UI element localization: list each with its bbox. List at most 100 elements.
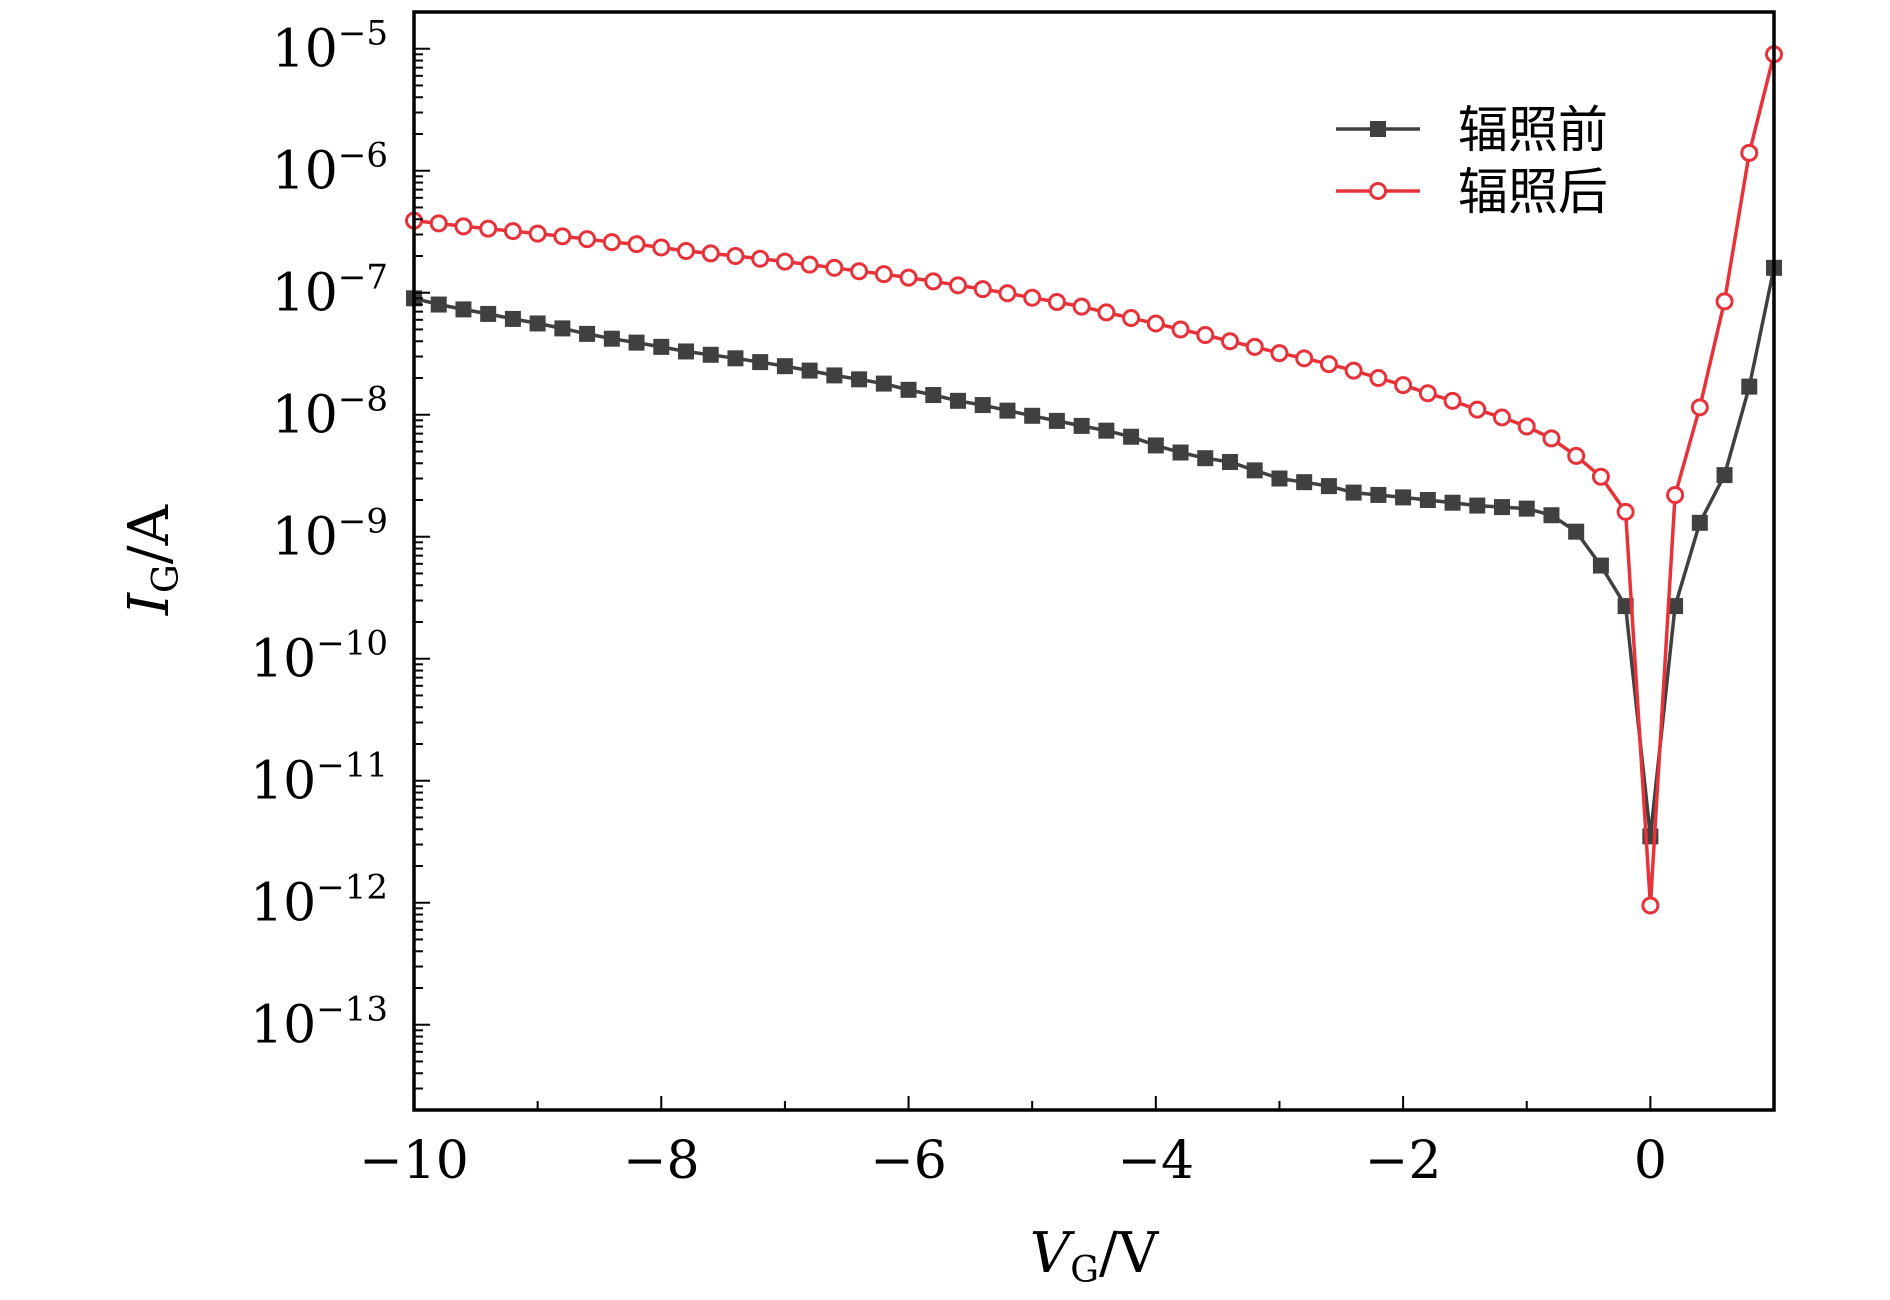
data-point-before [1296, 474, 1313, 491]
data-point-before [974, 397, 991, 414]
data-point-before [628, 334, 645, 351]
legend-item-before: 辐照前 [1336, 101, 1608, 159]
data-point-before [851, 371, 868, 388]
data-point-before [1271, 470, 1288, 487]
y-axis-label: IG/A [117, 504, 187, 616]
data-point-after [1493, 408, 1511, 427]
data-point-after [1072, 297, 1091, 316]
data-point-before [1370, 486, 1387, 503]
data-point-after [1097, 303, 1116, 322]
data-point-after [503, 222, 522, 241]
data-point-before [1172, 444, 1189, 461]
data-point-before [1741, 378, 1758, 395]
data-point-before [678, 343, 694, 360]
legend: 辐照前 辐照后 [1336, 101, 1608, 221]
data-point-after [701, 244, 720, 263]
data-point-after [578, 230, 597, 249]
data-point-after [1171, 320, 1190, 339]
data-point-after [825, 258, 844, 277]
data-point-before [430, 296, 447, 313]
data-point-after [1319, 355, 1338, 374]
data-point-before [554, 320, 571, 337]
data-point-after [1567, 446, 1586, 465]
data-point-after [602, 233, 621, 252]
y-tick-label: 10−6 [272, 136, 388, 202]
data-point-before [1073, 417, 1090, 434]
y-tick-label: 10−12 [250, 868, 388, 934]
data-point-after [1221, 332, 1239, 351]
data-point-after [924, 272, 943, 291]
data-point-after [800, 255, 819, 274]
data-point-after [1344, 361, 1363, 380]
data-point-after [775, 252, 794, 271]
data-point-after [1715, 292, 1734, 311]
data-point-after [553, 227, 572, 246]
data-point-after [998, 284, 1017, 303]
legend-item-after: 辐照后 [1336, 163, 1608, 221]
plot-frame [412, 10, 1776, 1112]
legend-label-after: 辐照后 [1458, 163, 1608, 221]
labels-layer: −10 −8 −6 −4 −2 0 10−5 10−6 10−7 10−8 10−9 10−10 10−… [250, 14, 1667, 1191]
data-point-before [1123, 428, 1140, 445]
data-point-after [1245, 337, 1264, 356]
x-axis-label: VG/V [1030, 1221, 1160, 1291]
data-point-before [1246, 462, 1263, 479]
data-point-before [1592, 557, 1609, 574]
data-point-after [1196, 326, 1215, 345]
data-point-before [925, 387, 942, 404]
data-point-after [1369, 369, 1388, 387]
x-tick-label: −4 [1117, 1131, 1194, 1191]
data-point-before [1024, 407, 1041, 424]
data-point-before [653, 338, 670, 355]
y-tick-label: 10−8 [272, 380, 388, 446]
data-point-after [677, 241, 695, 260]
data-point-after [1690, 398, 1709, 417]
data-point-after [1542, 429, 1561, 448]
data-point-before [702, 346, 719, 363]
data-point-before [752, 354, 769, 371]
data-point-before [480, 305, 497, 322]
data-point-before [603, 330, 620, 347]
data-point-before [1494, 499, 1510, 516]
data-point-before [1320, 478, 1337, 495]
data-point-before [776, 358, 793, 375]
x-tick-label: 0 [1634, 1131, 1667, 1191]
data-point-after [899, 268, 918, 287]
data-point-before [1716, 467, 1733, 484]
data-point-before [1147, 437, 1164, 454]
series-line-before [413, 267, 1776, 839]
x-tick-label: −6 [870, 1131, 947, 1191]
data-point-after [850, 262, 869, 281]
data-point-before [579, 325, 596, 342]
data-point-before [1568, 523, 1585, 540]
data-point-before [1469, 497, 1486, 514]
data-point-before [1419, 492, 1436, 508]
data-point-after [1122, 309, 1141, 328]
data-point-after [652, 238, 671, 257]
data-point-after [874, 265, 893, 284]
data-point-after [1641, 896, 1660, 915]
data-point-before [529, 315, 546, 332]
data-point-before [875, 375, 892, 392]
data-point-before [826, 367, 843, 384]
data-point-after [1443, 391, 1462, 410]
x-tick-label: −10 [359, 1131, 469, 1191]
data-point-before [1395, 489, 1412, 506]
data-point-after [1047, 292, 1066, 311]
data-point-before [999, 402, 1016, 419]
data-point-after [429, 214, 448, 233]
data-point-after [528, 224, 547, 243]
data-point-after [627, 235, 646, 254]
y-tick-label: 10−9 [272, 502, 388, 568]
data-point-after [1468, 400, 1487, 419]
data-point-after [1295, 349, 1314, 368]
data-point-after [1616, 502, 1635, 521]
data-point-before [1667, 598, 1684, 615]
data-point-after [1023, 288, 1042, 307]
data-point-after [751, 249, 770, 268]
data-point-after [1517, 417, 1536, 436]
data-point-before [1444, 494, 1461, 511]
data-point-before [1345, 484, 1362, 501]
data-point-after [949, 276, 967, 295]
